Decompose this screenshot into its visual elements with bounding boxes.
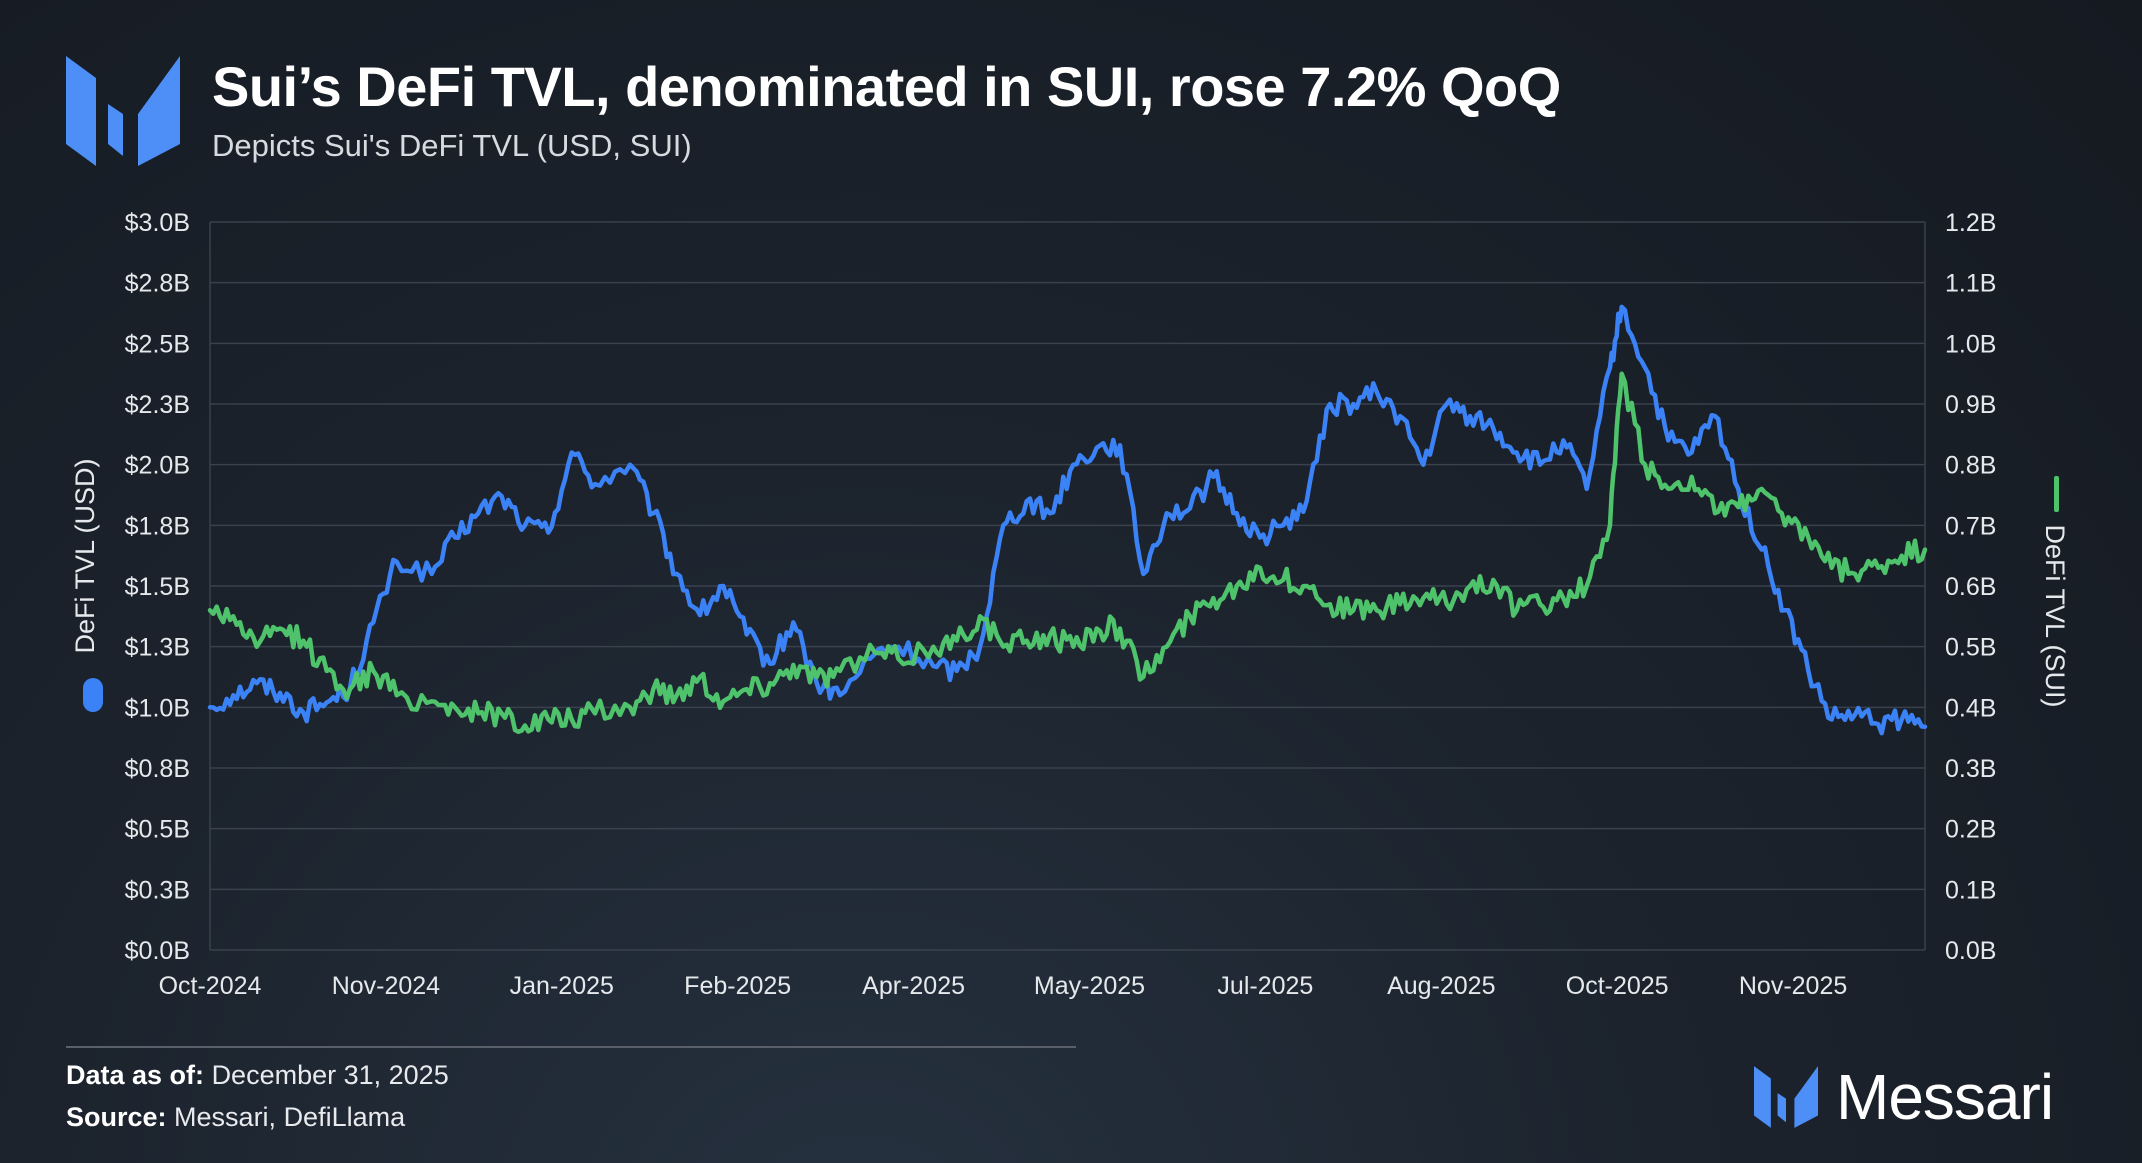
y-right-axis-title: DeFi TVL (SUI)	[2040, 524, 2070, 707]
y-right-tick-label: 1.0B	[1945, 330, 1996, 358]
x-tick-label: Nov-2024	[332, 972, 440, 1000]
x-tick-label: Oct-2024	[159, 972, 262, 1000]
x-tick-label: Oct-2025	[1566, 972, 1669, 1000]
usd-legend-marker	[83, 678, 103, 712]
y-left-tick-label: $1.5B	[125, 573, 190, 601]
y-left-tick-label: $0.0B	[125, 937, 190, 965]
y-left-tick-label: $3.0B	[125, 209, 190, 237]
y-right-tick-label: 1.2B	[1945, 209, 1996, 237]
y-right-tick-label: 0.2B	[1945, 816, 1996, 844]
x-tick-label: Jul-2025	[1217, 972, 1313, 1000]
x-tick-label: Jan-2025	[510, 972, 614, 1000]
y-right-tick-label: 0.7B	[1945, 512, 1996, 540]
chart-subtitle: Depicts Sui's DeFi TVL (USD, SUI)	[212, 128, 692, 163]
y-left-tick-label: $2.8B	[125, 270, 190, 298]
y-left-tick-label: $0.5B	[125, 816, 190, 844]
data-as-of-value: December 31, 2025	[211, 1060, 449, 1090]
y-left-tick-label: $0.8B	[125, 755, 190, 783]
y-right-tick-label: 0.6B	[1945, 573, 1996, 601]
y-left-tick-label: $1.3B	[125, 634, 190, 662]
y-right-tick-label: 0.3B	[1945, 755, 1996, 783]
y-right-tick-label: 0.5B	[1945, 634, 1996, 662]
series-layer	[207, 304, 1928, 736]
y-left-axis-title: DeFi TVL (USD)	[70, 458, 100, 653]
y-right-tick-label: 0.4B	[1945, 694, 1996, 722]
source-line: Source: Messari, DefiLlama	[66, 1102, 405, 1133]
x-tick-label: May-2025	[1034, 972, 1145, 1000]
x-tick-label: Aug-2025	[1387, 972, 1495, 1000]
brand-footer: Messari	[1754, 1061, 2054, 1133]
y-right-tick-label: 1.1B	[1945, 270, 1996, 298]
source-label: Source:	[66, 1102, 167, 1132]
y-left-tick-label: $2.0B	[125, 452, 190, 480]
footer-divider	[66, 1046, 1076, 1048]
data-as-of-label: Data as of:	[66, 1060, 205, 1090]
y-left-tick-label: $2.5B	[125, 330, 190, 358]
y-left-tick-label: $1.0B	[125, 694, 190, 722]
messari-brand-icon	[1754, 1066, 1818, 1128]
y-right-tick-label: 0.8B	[1945, 452, 1996, 480]
x-tick-label: Feb-2025	[684, 972, 791, 1000]
usd-series-line	[207, 304, 1928, 736]
y-left-tick-label: $0.3B	[125, 876, 190, 904]
y-right-tick-label: 0.1B	[1945, 876, 1996, 904]
y-left-tick-label: $1.8B	[125, 512, 190, 540]
chart-title: Sui’s DeFi TVL, denominated in SUI, rose…	[212, 55, 1561, 118]
y-right-tick-label: 0.0B	[1945, 937, 1996, 965]
tvl-line-chart: $0.0B 0.0B $0.3B 0.1B $0.5B 0.2B $0.8B 0.3B $1.0…	[70, 209, 2070, 1000]
y-left-tick-label: $2.3B	[125, 391, 190, 419]
messari-logo	[66, 56, 180, 166]
data-as-of: Data as of: December 31, 2025	[66, 1060, 449, 1091]
x-tick-label: Apr-2025	[862, 972, 965, 1000]
x-tick-label: Nov-2025	[1739, 972, 1847, 1000]
brand-name: Messari	[1836, 1061, 2054, 1133]
source-value: Messari, DefiLlama	[174, 1102, 406, 1132]
axis-layer: $0.0B 0.0B $0.3B 0.1B $0.5B 0.2B $0.8B 0.3B $1.0…	[125, 209, 1997, 1000]
grid-layer	[209, 221, 1926, 951]
sui-legend-marker	[2054, 476, 2059, 512]
legend-layer: DeFi TVL (USD) DeFi TVL (SUI)	[70, 458, 2070, 712]
sui-series-line	[207, 371, 1928, 735]
y-right-tick-label: 0.9B	[1945, 391, 1996, 419]
